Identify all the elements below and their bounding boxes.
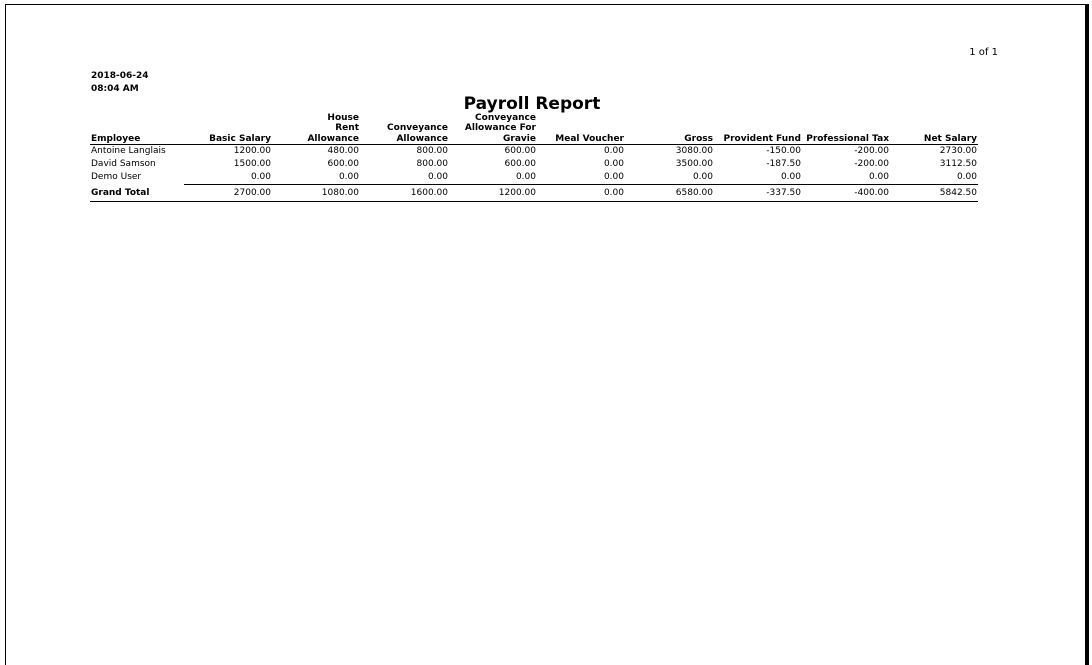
house-rent-allowance-cell: 480.00 [327, 145, 360, 156]
total-professional-tax: -400.00 [802, 183, 890, 202]
employee-name: David Samson [91, 158, 156, 169]
professional-tax-cell: -200.00 [854, 145, 889, 156]
column-header-basic-salary: Basic Salary [184, 113, 272, 145]
gross-cell: 3080.00 [675, 145, 713, 156]
total-conveyance-allowance-for-gravie: 1200.00 [449, 183, 537, 202]
meal-voucher-cell: 0.00 [603, 145, 624, 156]
total-meal-voucher: 0.00 [537, 183, 625, 202]
provident-fund-cell: 0.00 [780, 171, 801, 182]
payroll-table: Employee Basic Salary House Rent Allowan… [90, 113, 978, 202]
column-header-professional-tax: Professional Tax [802, 113, 890, 145]
column-header-meal-voucher: Meal Voucher [537, 113, 625, 145]
table-row: Demo User 0.00 0.00 0.00 0.00 0.00 0.00 … [90, 171, 978, 185]
column-header-gross: Gross [625, 113, 714, 145]
net-salary-cell: 2730.00 [939, 145, 977, 156]
house-rent-allowance-cell: 600.00 [327, 158, 360, 169]
total-net-salary: 5842.50 [890, 183, 978, 202]
column-header-house-rent-allowance: House Rent Allowance [272, 113, 360, 145]
table-header-row: Employee Basic Salary House Rent Allowan… [90, 113, 978, 145]
conveyance-allowance-cell: 800.00 [416, 145, 449, 156]
report-time: 08:04 AM [91, 84, 139, 94]
page-indicator: 1 of 1 [969, 47, 998, 58]
grand-total-label: Grand Total [90, 184, 184, 202]
column-header-provident-fund: Provident Fund [714, 113, 802, 145]
total-basic-salary: 2700.00 [184, 183, 272, 202]
gross-cell: 0.00 [692, 171, 713, 182]
professional-tax-cell: -200.00 [854, 158, 889, 169]
house-rent-allowance-cell: 0.00 [338, 171, 359, 182]
employee-name: Antoine Langlais [91, 145, 166, 156]
column-header-net-salary: Net Salary [890, 113, 978, 145]
total-house-rent-allowance: 1080.00 [272, 183, 360, 202]
conveyance-allowance-for-gravie-cell: 600.00 [504, 145, 537, 156]
column-header-conveyance-allowance: Conveyance Allowance [360, 113, 449, 145]
provident-fund-cell: -187.50 [766, 158, 801, 169]
report-title: Payroll Report [463, 94, 601, 114]
provident-fund-cell: -150.00 [766, 145, 801, 156]
conveyance-allowance-for-gravie-cell: 600.00 [504, 158, 537, 169]
column-header-conveyance-allowance-for-gravie: Conveyance Allowance For Gravie [449, 113, 537, 145]
net-salary-cell: 0.00 [956, 171, 977, 182]
conveyance-allowance-cell: 800.00 [416, 158, 449, 169]
professional-tax-cell: 0.00 [868, 171, 889, 182]
grand-total-row: Grand Total 2700.00 1080.00 1600.00 1200… [90, 183, 978, 202]
total-gross: 6580.00 [625, 183, 714, 202]
conveyance-allowance-cell: 0.00 [427, 171, 448, 182]
column-header-employee: Employee [90, 113, 184, 145]
table-row: Antoine Langlais 1200.00 480.00 800.00 6… [90, 144, 978, 158]
net-salary-cell: 3112.50 [939, 158, 977, 169]
basic-salary-cell: 1200.00 [233, 145, 271, 156]
gross-cell: 3500.00 [675, 158, 713, 169]
employee-name: Demo User [91, 172, 142, 183]
total-conveyance-allowance: 1600.00 [360, 183, 449, 202]
report-date: 2018-06-24 [91, 71, 149, 81]
conveyance-allowance-for-gravie-cell: 0.00 [515, 171, 536, 182]
table-row: David Samson 1500.00 600.00 800.00 600.0… [90, 158, 978, 171]
meal-voucher-cell: 0.00 [603, 158, 624, 169]
basic-salary-cell: 1500.00 [233, 158, 271, 169]
basic-salary-cell: 0.00 [250, 171, 271, 182]
total-provident-fund: -337.50 [714, 183, 802, 202]
meal-voucher-cell: 0.00 [603, 171, 624, 182]
